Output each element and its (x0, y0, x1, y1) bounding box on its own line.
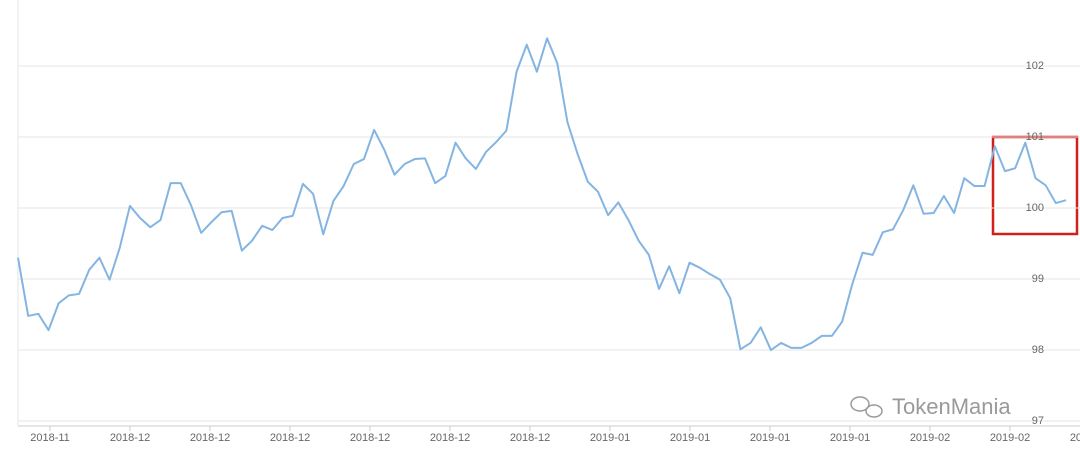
watermark-icon (850, 396, 883, 418)
y-tick-label: 98 (1032, 344, 1044, 356)
y-tick-label: 101 (1026, 131, 1044, 143)
x-tick-label: 2018-12 (110, 432, 150, 444)
watermark: TokenMania (892, 394, 1011, 419)
x-tick-label: 2019-01 (750, 432, 790, 444)
y-tick-label: 97 (1032, 415, 1044, 427)
data-line (17, 37, 1067, 352)
x-tick-label: 2019-01 (830, 432, 870, 444)
x-tick-label: 2019-01 (590, 432, 630, 444)
x-tick-label: 2018-12 (190, 432, 230, 444)
y-tick-label: 102 (1026, 60, 1044, 72)
highlight-box (991, 135, 1079, 236)
x-tick-label: 2018-12 (270, 432, 310, 444)
x-tick-label: 2019-02 (910, 432, 950, 444)
x-tick-label: 2018-11 (30, 432, 70, 444)
x-tick-label: 2018-12 (350, 432, 390, 444)
x-tick-label: 2018-12 (430, 432, 470, 444)
x-tick-label: 2019-02 (1070, 432, 1080, 444)
x-tick-label: 2019-02 (990, 432, 1030, 444)
y-tick-label: 99 (1032, 273, 1044, 285)
y-tick-label: 100 (1026, 202, 1044, 214)
x-tick-label: 2018-12 (510, 432, 550, 444)
x-tick-label: 2019-01 (670, 432, 710, 444)
